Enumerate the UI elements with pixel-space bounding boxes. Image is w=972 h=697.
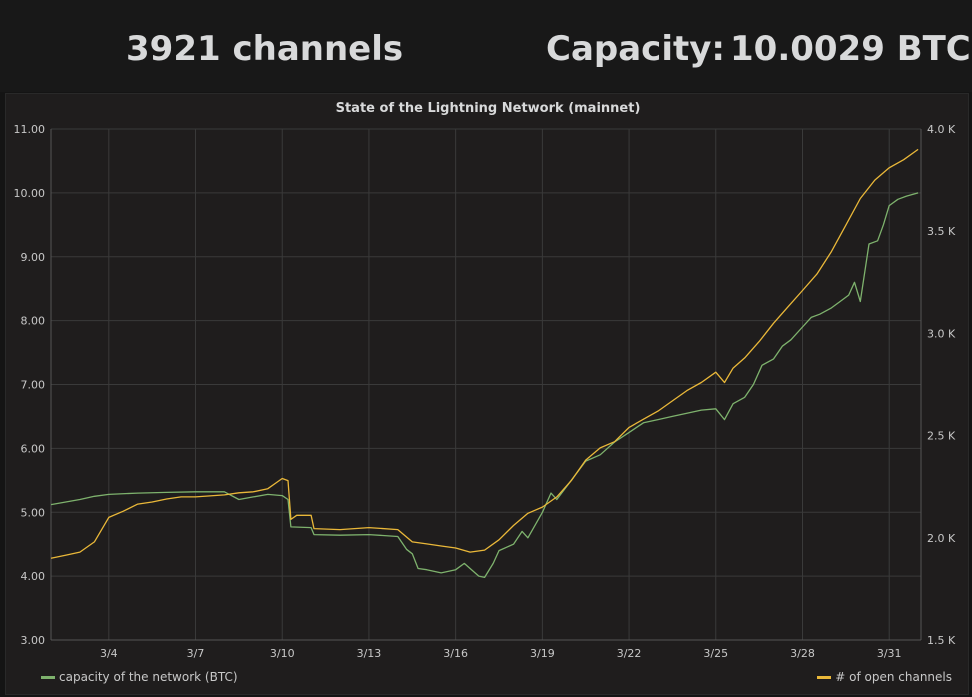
x-tick-label: 3/7: [187, 647, 205, 660]
capacity-value: 10.0029 BTC: [730, 29, 971, 69]
y-left-tick-label: 11.00: [14, 123, 46, 136]
y-left-tick-label: 9.00: [21, 251, 46, 264]
y-left-tick-label: 3.00: [21, 634, 46, 647]
stats-bar: 3921 channels Capacity: 10.0029 BTC: [0, 0, 972, 92]
capacity-series-line: [50, 192, 919, 579]
y-left-tick-label: 4.00: [21, 570, 46, 583]
y-right-tick-label: 2.5 K: [927, 430, 956, 443]
y-right-tick-label: 3.5 K: [927, 225, 956, 238]
channels-swatch: [817, 675, 832, 679]
capacity-label: Capacity:: [546, 29, 725, 69]
x-tick-label: 3/10: [270, 647, 295, 660]
panel-title[interactable]: State of the Lightning Network (mainnet): [335, 101, 641, 116]
y-right-tick-label: 1.5 K: [927, 634, 956, 647]
y-left-tick-label: 7.00: [21, 379, 46, 392]
y-left-tick-label: 6.00: [21, 442, 46, 455]
x-tick-label: 3/19: [530, 647, 555, 660]
line-chart[interactable]: 3.00 4.00 5.00 6.00 7.00 8.00 9.00 10.00 11.00 1.…: [6, 94, 968, 694]
channels-stat: 3921 channels: [126, 29, 404, 69]
legend-item-capacity[interactable]: capacity of the network (BTC): [41, 669, 238, 685]
x-tick-label: 3/13: [357, 647, 382, 660]
graph-panel[interactable]: State of the Lightning Network (mainnet)…: [5, 93, 969, 695]
x-tick-label: 3/22: [617, 647, 642, 660]
x-tick-label: 3/31: [877, 647, 902, 660]
y-left-tick-label: 5.00: [21, 506, 46, 519]
x-tick-label: 3/16: [443, 647, 468, 660]
y-left-tick-label: 10.00: [14, 187, 46, 200]
x-tick-label: 3/4: [100, 647, 118, 660]
y-right-tick-label: 4.0 K: [927, 123, 956, 136]
legend-item-channels[interactable]: # of open channels: [817, 669, 952, 685]
y-right-tick-label: 2.0 K: [927, 532, 956, 545]
channels-series-line: [50, 148, 919, 559]
y-right-tick-label: 3.0 K: [927, 327, 956, 340]
capacity-swatch: [41, 675, 55, 679]
legend-label-capacity: capacity of the network (BTC): [59, 670, 238, 684]
y-left-tick-label: 8.00: [21, 315, 46, 328]
legend-label-channels: # of open channels: [835, 670, 952, 684]
x-tick-label: 3/25: [703, 647, 728, 660]
x-tick-label: 3/28: [790, 647, 815, 660]
